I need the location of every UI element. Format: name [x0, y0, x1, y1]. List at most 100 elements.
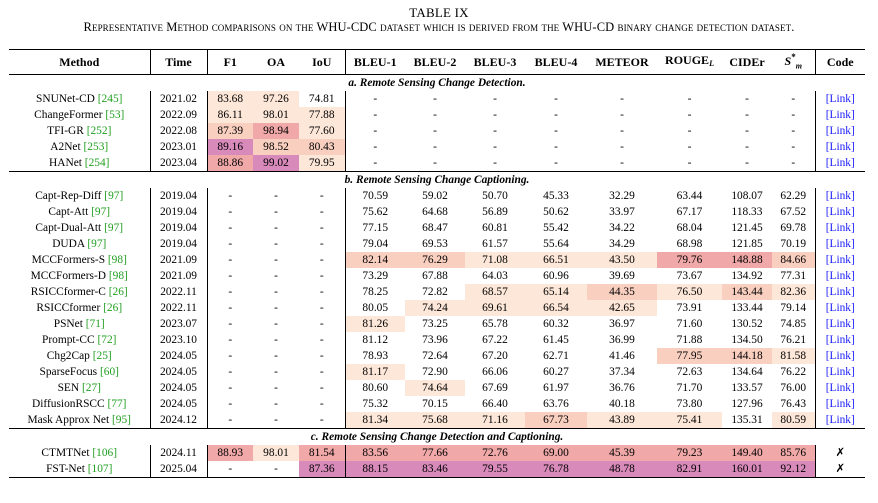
value-cell: - — [299, 236, 346, 252]
value-cell: 69.78 — [772, 220, 816, 236]
value-cell: - — [620, 140, 624, 153]
citation-link[interactable]: [77] — [107, 397, 127, 410]
citation-link[interactable]: [252] — [86, 124, 112, 137]
code-cell: [Link] — [815, 236, 865, 252]
value-cell: 78.93 — [362, 349, 389, 362]
value-cell: 2022.09 — [150, 107, 208, 123]
code-link[interactable]: [Link] — [825, 381, 855, 394]
value-cell: 61.97 — [543, 381, 569, 394]
no-code-mark: ✗ — [835, 462, 846, 475]
code-link[interactable]: [Link] — [825, 156, 855, 169]
value-cell: - — [687, 108, 692, 121]
value-cell: 60.27 — [543, 365, 569, 378]
value-cell: - — [745, 140, 749, 153]
code-cell: [Link] — [815, 91, 865, 107]
citation-link[interactable]: [71] — [85, 317, 105, 330]
value-cell: 61.45 — [543, 333, 569, 346]
code-cell: [Link] — [815, 396, 865, 412]
citation-link[interactable]: [106] — [92, 446, 118, 459]
value-cell: 74.85 — [772, 316, 816, 332]
citation-link[interactable]: [97] — [104, 221, 124, 234]
value-cell: 160.01 — [722, 461, 772, 478]
value-cell: 34.22 — [609, 221, 635, 234]
code-link[interactable]: [Link] — [825, 205, 855, 218]
value-cell: 74.81 — [299, 91, 346, 107]
value-cell: - — [207, 461, 253, 478]
citation-link[interactable]: [245] — [97, 92, 123, 105]
value-cell: - — [228, 301, 233, 314]
value-cell: - — [228, 381, 233, 394]
value-cell: 75.68 — [405, 412, 465, 429]
citation-link[interactable]: [253] — [83, 140, 109, 153]
value-cell: 77.66 — [405, 445, 465, 461]
code-link[interactable]: [Link] — [825, 221, 855, 234]
table-row: Capt-Att [97] 2019.04- - -75.62 64.68 56.89 50… — [9, 204, 865, 220]
code-link[interactable]: [Link] — [825, 269, 855, 282]
code-link[interactable]: [Link] — [825, 317, 855, 330]
code-link[interactable]: [Link] — [825, 140, 855, 153]
code-link[interactable]: [Link] — [825, 285, 855, 298]
code-link[interactable]: [Link] — [825, 301, 855, 314]
value-cell: 67.20 — [482, 349, 508, 362]
code-cell: [Link] — [815, 300, 865, 316]
code-cell: [Link] — [815, 268, 865, 284]
value-cell: 71.08 — [465, 252, 525, 268]
citation-link[interactable]: [98] — [108, 269, 128, 282]
code-cell: [Link] — [815, 252, 865, 268]
code-link[interactable]: [Link] — [825, 253, 855, 266]
code-link[interactable]: [Link] — [825, 349, 855, 362]
citation-link[interactable]: [72] — [97, 333, 117, 346]
citation-link[interactable]: [254] — [84, 156, 110, 169]
value-cell: - — [493, 156, 497, 169]
code-cell: [Link] — [815, 412, 865, 429]
citation-link[interactable]: [97] — [91, 205, 111, 218]
value-cell: - — [745, 124, 749, 137]
value-cell: 70.59 — [362, 189, 389, 202]
code-link[interactable]: [Link] — [825, 365, 855, 378]
value-cell: 82.14 — [345, 252, 405, 268]
code-cell: [Link] — [815, 284, 865, 300]
code-cell: ✗ — [815, 461, 865, 478]
code-link[interactable]: [Link] — [825, 124, 855, 137]
value-cell: - — [228, 205, 233, 218]
table-caption: Representative Method comparisons on the… — [83, 20, 795, 34]
method-cell: DUDA [97] — [9, 236, 151, 252]
code-link[interactable]: [Link] — [825, 92, 855, 105]
table-row: A2Net [253] 2023.01 89.16 98.52 80.43- - - - - - -… — [9, 139, 865, 155]
method-name: MCCFormers-D — [30, 269, 106, 282]
value-cell: 42.65 — [587, 300, 657, 316]
citation-link[interactable]: [60] — [99, 365, 119, 378]
value-cell: - — [554, 124, 558, 137]
value-cell: 66.51 — [525, 252, 587, 268]
value-cell: - — [299, 316, 346, 332]
citation-link[interactable]: [26] — [108, 285, 128, 298]
citation-link[interactable]: [25] — [92, 349, 112, 362]
value-cell: 80.59 — [772, 412, 816, 429]
code-link[interactable]: [Link] — [825, 333, 855, 346]
citation-link[interactable]: [53] — [105, 108, 125, 121]
value-cell: 97.26 — [253, 91, 299, 107]
value-cell: 98.01 — [253, 107, 299, 123]
value-cell: - — [228, 269, 233, 282]
value-cell: 71.88 — [676, 333, 703, 346]
value-cell: - — [620, 92, 624, 105]
value-cell: 2025.04 — [150, 461, 208, 478]
citation-link[interactable]: [107] — [87, 462, 113, 475]
code-link[interactable]: [Link] — [825, 413, 855, 426]
header-bleu-3: BLEU-3 — [465, 49, 525, 75]
citation-link[interactable]: [97] — [87, 237, 107, 250]
code-link[interactable]: [Link] — [825, 189, 855, 202]
code-link[interactable]: [Link] — [825, 397, 855, 410]
citation-link[interactable]: [26] — [103, 301, 123, 314]
citation-link[interactable]: [97] — [104, 189, 124, 202]
value-cell: 83.46 — [405, 461, 465, 478]
citation-link[interactable]: [98] — [107, 253, 127, 266]
method-cell: MCCFormers-D [98] — [9, 268, 151, 284]
citation-link[interactable]: [27] — [81, 381, 101, 394]
code-link[interactable]: [Link] — [825, 237, 855, 250]
code-link[interactable]: [Link] — [825, 108, 855, 121]
value-cell: 143.44 — [722, 284, 772, 300]
section-header: a. Remote Sensing Change Detection. — [9, 75, 865, 92]
citation-link[interactable]: [95] — [112, 413, 131, 426]
value-cell: 79.55 — [465, 461, 525, 478]
